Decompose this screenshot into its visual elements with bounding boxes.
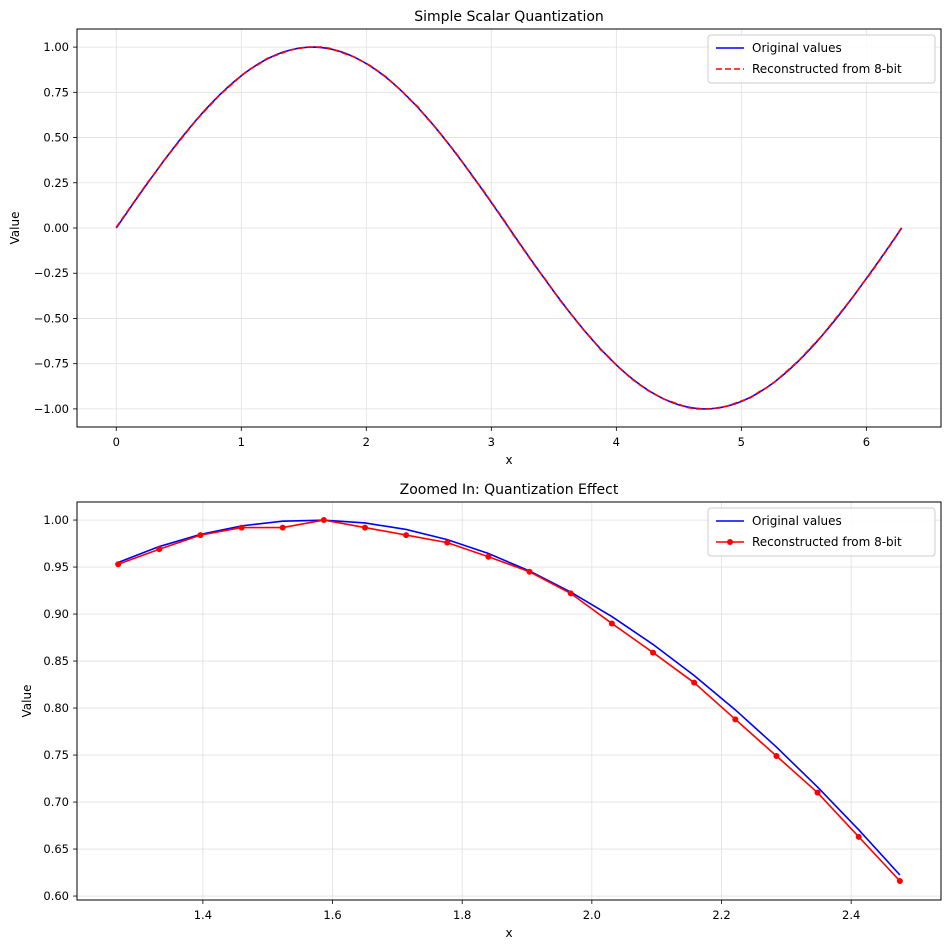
y-ticks-bottom: 0.60 0.65 0.70 0.75 0.80 0.85 0.90 0.95 1.00 <box>43 513 77 903</box>
series-layer-bottom <box>115 517 903 885</box>
chart-title-top: Simple Scalar Quantization <box>414 9 604 25</box>
y-tick-label: −0.75 <box>34 357 69 371</box>
reconstructed-point <box>732 716 739 723</box>
y-tick-label: 0.80 <box>43 701 69 715</box>
x-axis-label-top: x <box>505 453 512 467</box>
y-tick-label: 0.65 <box>43 842 69 856</box>
y-axis-label-bottom: Value <box>20 685 34 718</box>
y-ticks-top: −1.00 −0.75 −0.50 −0.25 0.00 0.25 0.50 0.75 1.00 <box>34 40 77 416</box>
legend-marker-reconstructed-bottom <box>727 539 733 545</box>
x-tick-label: 1.8 <box>453 908 471 922</box>
series-original-line <box>117 519 901 876</box>
reconstructed-point <box>115 561 122 568</box>
x-ticks-bottom: 1.4 1.6 1.8 2.0 2.2 2.4 <box>194 900 860 922</box>
reconstructed-point <box>814 789 821 796</box>
legend-bottom: Original values Reconstructed from 8-bit <box>707 507 936 557</box>
reconstructed-point <box>156 546 163 553</box>
reconstructed-point <box>896 878 903 885</box>
reconstructed-point <box>691 679 698 686</box>
y-tick-label: 1.00 <box>43 40 69 54</box>
legend-label-reconstructed-bottom: Reconstructed from 8-bit <box>752 535 902 549</box>
x-ticks-top: 0 1 2 3 4 5 6 <box>113 427 870 449</box>
y-tick-label: −1.00 <box>34 402 69 416</box>
chart-bottom: 1.4 1.6 1.8 2.0 2.2 2.4 0.600.650.700.750.800… <box>20 482 942 940</box>
x-tick-label: 5 <box>738 435 745 449</box>
x-tick-label: 2.0 <box>583 908 601 922</box>
x-tick-label: 1 <box>238 435 245 449</box>
series-reconstructed-line <box>117 519 901 882</box>
reconstructed-point <box>608 620 615 627</box>
reconstructed-point <box>650 649 657 656</box>
y-tick-label: 0.60 <box>43 889 69 903</box>
y-tick-label: 1.00 <box>43 513 69 527</box>
legend-label-original-top: Original values <box>752 41 842 55</box>
x-tick-label: 4 <box>613 435 620 449</box>
series-reconstructed-line <box>115 46 903 410</box>
x-tick-label: 1.6 <box>323 908 341 922</box>
y-tick-label: 0.70 <box>43 795 69 809</box>
y-axis-label-top: Value <box>8 212 22 245</box>
reconstructed-point <box>320 517 327 524</box>
legend-box-top <box>707 34 936 84</box>
reconstructed-point <box>362 524 369 531</box>
reconstructed-point <box>238 524 245 531</box>
y-tick-label: −0.50 <box>34 311 69 325</box>
chart-top: 0 1 2 3 4 5 6 −1.00 −0.75 −0.50 −0.25 0.00 0.25 0.50… <box>8 9 942 467</box>
y-tick-label: 0.00 <box>43 221 69 235</box>
axes-frame-bottom <box>76 501 942 901</box>
x-tick-label: 3 <box>488 435 495 449</box>
y-tick-label: 0.90 <box>43 607 69 621</box>
legend-label-original-bottom: Original values <box>752 514 842 528</box>
x-tick-label: 6 <box>863 435 870 449</box>
reconstructed-point <box>485 553 492 560</box>
reconstructed-point <box>279 524 286 531</box>
y-tick-label: 0.75 <box>43 748 69 762</box>
reconstructed-point <box>403 532 410 539</box>
grid-bottom <box>77 502 941 900</box>
reconstructed-point <box>444 539 451 546</box>
y-tick-label: 0.25 <box>43 176 69 190</box>
series-layer-top <box>115 46 903 410</box>
x-tick-label: 2.4 <box>842 908 860 922</box>
legend-label-reconstructed-top: Reconstructed from 8-bit <box>752 62 902 76</box>
y-tick-label: 0.85 <box>43 654 69 668</box>
reconstructed-point <box>526 568 533 575</box>
y-tick-label: 0.50 <box>43 131 69 145</box>
reconstructed-point <box>855 833 862 840</box>
x-tick-label: 2.2 <box>712 908 730 922</box>
reconstructed-point <box>567 590 574 597</box>
reconstructed-point <box>773 752 780 759</box>
x-tick-label: 1.4 <box>194 908 212 922</box>
x-axis-label-bottom: x <box>505 926 512 940</box>
legend-box-bottom <box>707 507 936 557</box>
chart-title-bottom: Zoomed In: Quantization Effect <box>400 482 619 498</box>
legend-top: Original values Reconstructed from 8-bit <box>707 34 936 84</box>
y-tick-label: −0.25 <box>34 266 69 280</box>
y-tick-label: 0.95 <box>43 560 69 574</box>
grid-top <box>77 29 941 427</box>
reconstructed-point <box>197 532 204 539</box>
x-tick-label: 2 <box>363 435 370 449</box>
x-tick-label: 0 <box>113 435 120 449</box>
y-tick-label: 0.75 <box>43 85 69 99</box>
